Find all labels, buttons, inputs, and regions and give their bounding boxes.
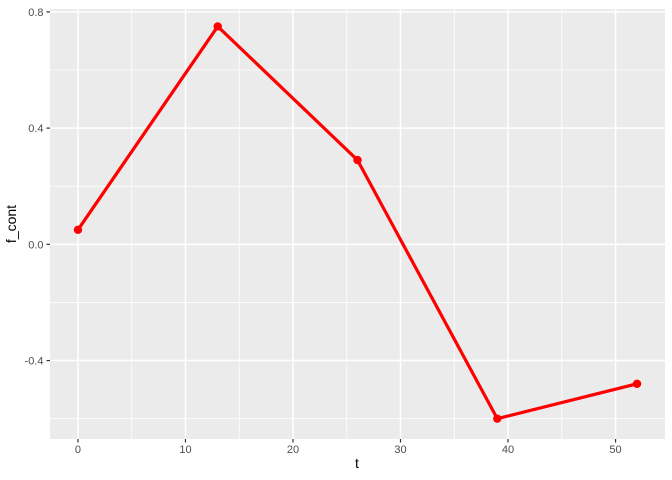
data-point [353,155,362,165]
y-tick-label: 0.8 [28,7,43,19]
x-tick-label: 0 [75,444,81,456]
x-tick-label: 40 [502,444,514,456]
x-axis-title: t [355,455,359,471]
data-point [213,22,222,31]
y-tick-label: 0.4 [28,123,43,135]
panel-background [50,9,665,439]
x-tick-label: 20 [287,444,299,456]
x-tick-label: 30 [394,444,406,456]
y-tick-label: 0.0 [28,239,43,251]
data-point [632,379,642,388]
data-point [73,225,83,235]
y-axis-title: f_cont [3,204,19,244]
data-point [493,414,502,423]
x-tick-label: 10 [179,444,191,456]
y-tick-label: -0.4 [25,356,44,368]
x-tick-label: 50 [609,444,621,456]
